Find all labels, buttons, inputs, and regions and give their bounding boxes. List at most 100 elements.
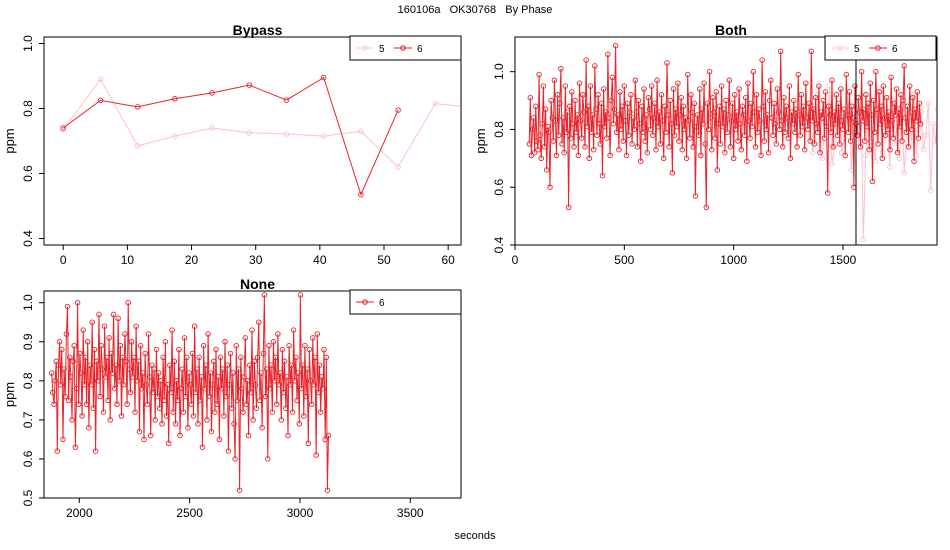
data-point [278, 417, 285, 423]
data-point [221, 413, 227, 419]
data-point [858, 68, 865, 75]
y-axis-label: ppm [473, 128, 488, 153]
data-point [829, 77, 835, 84]
data-point [155, 370, 162, 376]
data-point [48, 370, 55, 376]
data-point [705, 126, 712, 133]
y-tick-label: 0.7 [21, 411, 35, 428]
data-point [715, 120, 722, 127]
data-point [911, 158, 917, 164]
data-point [178, 385, 184, 392]
data-point [93, 358, 100, 365]
data-point [182, 393, 189, 400]
data-point [935, 106, 937, 112]
data-point [846, 89, 853, 95]
data-point [876, 89, 882, 95]
data-point [62, 393, 68, 400]
data-point [651, 115, 657, 121]
data-point [782, 129, 788, 136]
data-point [66, 354, 73, 361]
data-point [599, 172, 606, 179]
data-point [602, 109, 609, 115]
data-point [605, 51, 611, 58]
data-point [630, 115, 636, 121]
data-point [842, 152, 848, 159]
data-point [97, 393, 103, 400]
data-point [711, 109, 717, 115]
data-point [274, 401, 280, 408]
series-line [62, 76, 399, 197]
data-point [222, 339, 228, 345]
data-point [299, 362, 306, 368]
data-point [648, 83, 655, 89]
data-point [224, 362, 231, 368]
data-point [562, 83, 569, 89]
data-point [795, 71, 801, 78]
data-point [123, 358, 129, 365]
y-tick-label: 0.6 [21, 165, 35, 182]
x-tick-label: 3000 [287, 506, 314, 520]
data-point [610, 120, 617, 127]
data-point [834, 132, 841, 138]
data-point [258, 370, 264, 376]
x-tick-label: 0 [60, 253, 67, 267]
data-point [283, 97, 290, 103]
data-point [218, 385, 225, 392]
data-point [81, 381, 88, 388]
data-point [190, 413, 197, 419]
data-point [740, 112, 747, 118]
data-point [756, 106, 762, 112]
data-point [873, 68, 879, 75]
data-point [114, 401, 120, 408]
data-point [852, 83, 858, 89]
data-point [111, 385, 118, 392]
data-point [307, 378, 314, 384]
data-point [676, 138, 682, 144]
data-point [249, 327, 255, 333]
data-point [783, 103, 789, 110]
data-point [270, 339, 277, 345]
data-point [726, 77, 733, 84]
data-point [286, 342, 292, 349]
data-point [68, 374, 74, 380]
data-point [650, 132, 656, 138]
data-point [538, 155, 544, 162]
data-point [158, 378, 164, 384]
data-point [279, 346, 286, 353]
data-point [624, 100, 631, 107]
data-point [706, 68, 713, 75]
data-point [746, 118, 752, 124]
data-point [712, 135, 718, 141]
data-point [64, 303, 71, 310]
data-point [288, 362, 295, 368]
data-point [588, 129, 595, 136]
data-point [701, 80, 707, 86]
data-point [848, 103, 855, 110]
data-point [110, 311, 117, 318]
data-point [718, 83, 725, 89]
data-point [590, 146, 597, 153]
data-point [688, 92, 694, 98]
data-point [55, 362, 62, 368]
data-point [292, 378, 298, 384]
data-point [589, 112, 596, 118]
data-point [543, 167, 550, 173]
data-point [728, 118, 735, 124]
data-point [772, 120, 778, 127]
data-point [317, 409, 324, 415]
data-point [320, 133, 327, 139]
data-point [304, 366, 310, 372]
data-point [77, 350, 83, 357]
data-point [723, 97, 729, 104]
data-point [246, 82, 253, 88]
data-point [89, 319, 95, 325]
data-point [122, 331, 128, 337]
y-tick-label: 0.4 [492, 236, 506, 253]
data-point [529, 126, 536, 133]
data-point [914, 89, 921, 95]
data-point [776, 126, 783, 133]
data-point [640, 129, 646, 136]
data-point [69, 417, 75, 423]
data-point [541, 144, 548, 150]
data-point [261, 292, 268, 298]
